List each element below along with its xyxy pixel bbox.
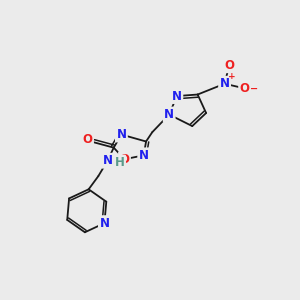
Text: H: H — [115, 156, 125, 169]
Text: −: − — [250, 83, 258, 93]
Text: N: N — [220, 77, 230, 90]
Text: +: + — [229, 71, 236, 80]
Text: O: O — [224, 59, 234, 72]
Text: O: O — [119, 153, 130, 166]
Text: N: N — [164, 108, 174, 121]
Text: O: O — [240, 82, 250, 95]
Text: N: N — [172, 90, 182, 103]
Text: N: N — [116, 128, 126, 141]
Text: N: N — [139, 149, 149, 162]
Text: N: N — [103, 154, 112, 167]
Text: N: N — [99, 217, 110, 230]
Text: O: O — [82, 134, 92, 146]
